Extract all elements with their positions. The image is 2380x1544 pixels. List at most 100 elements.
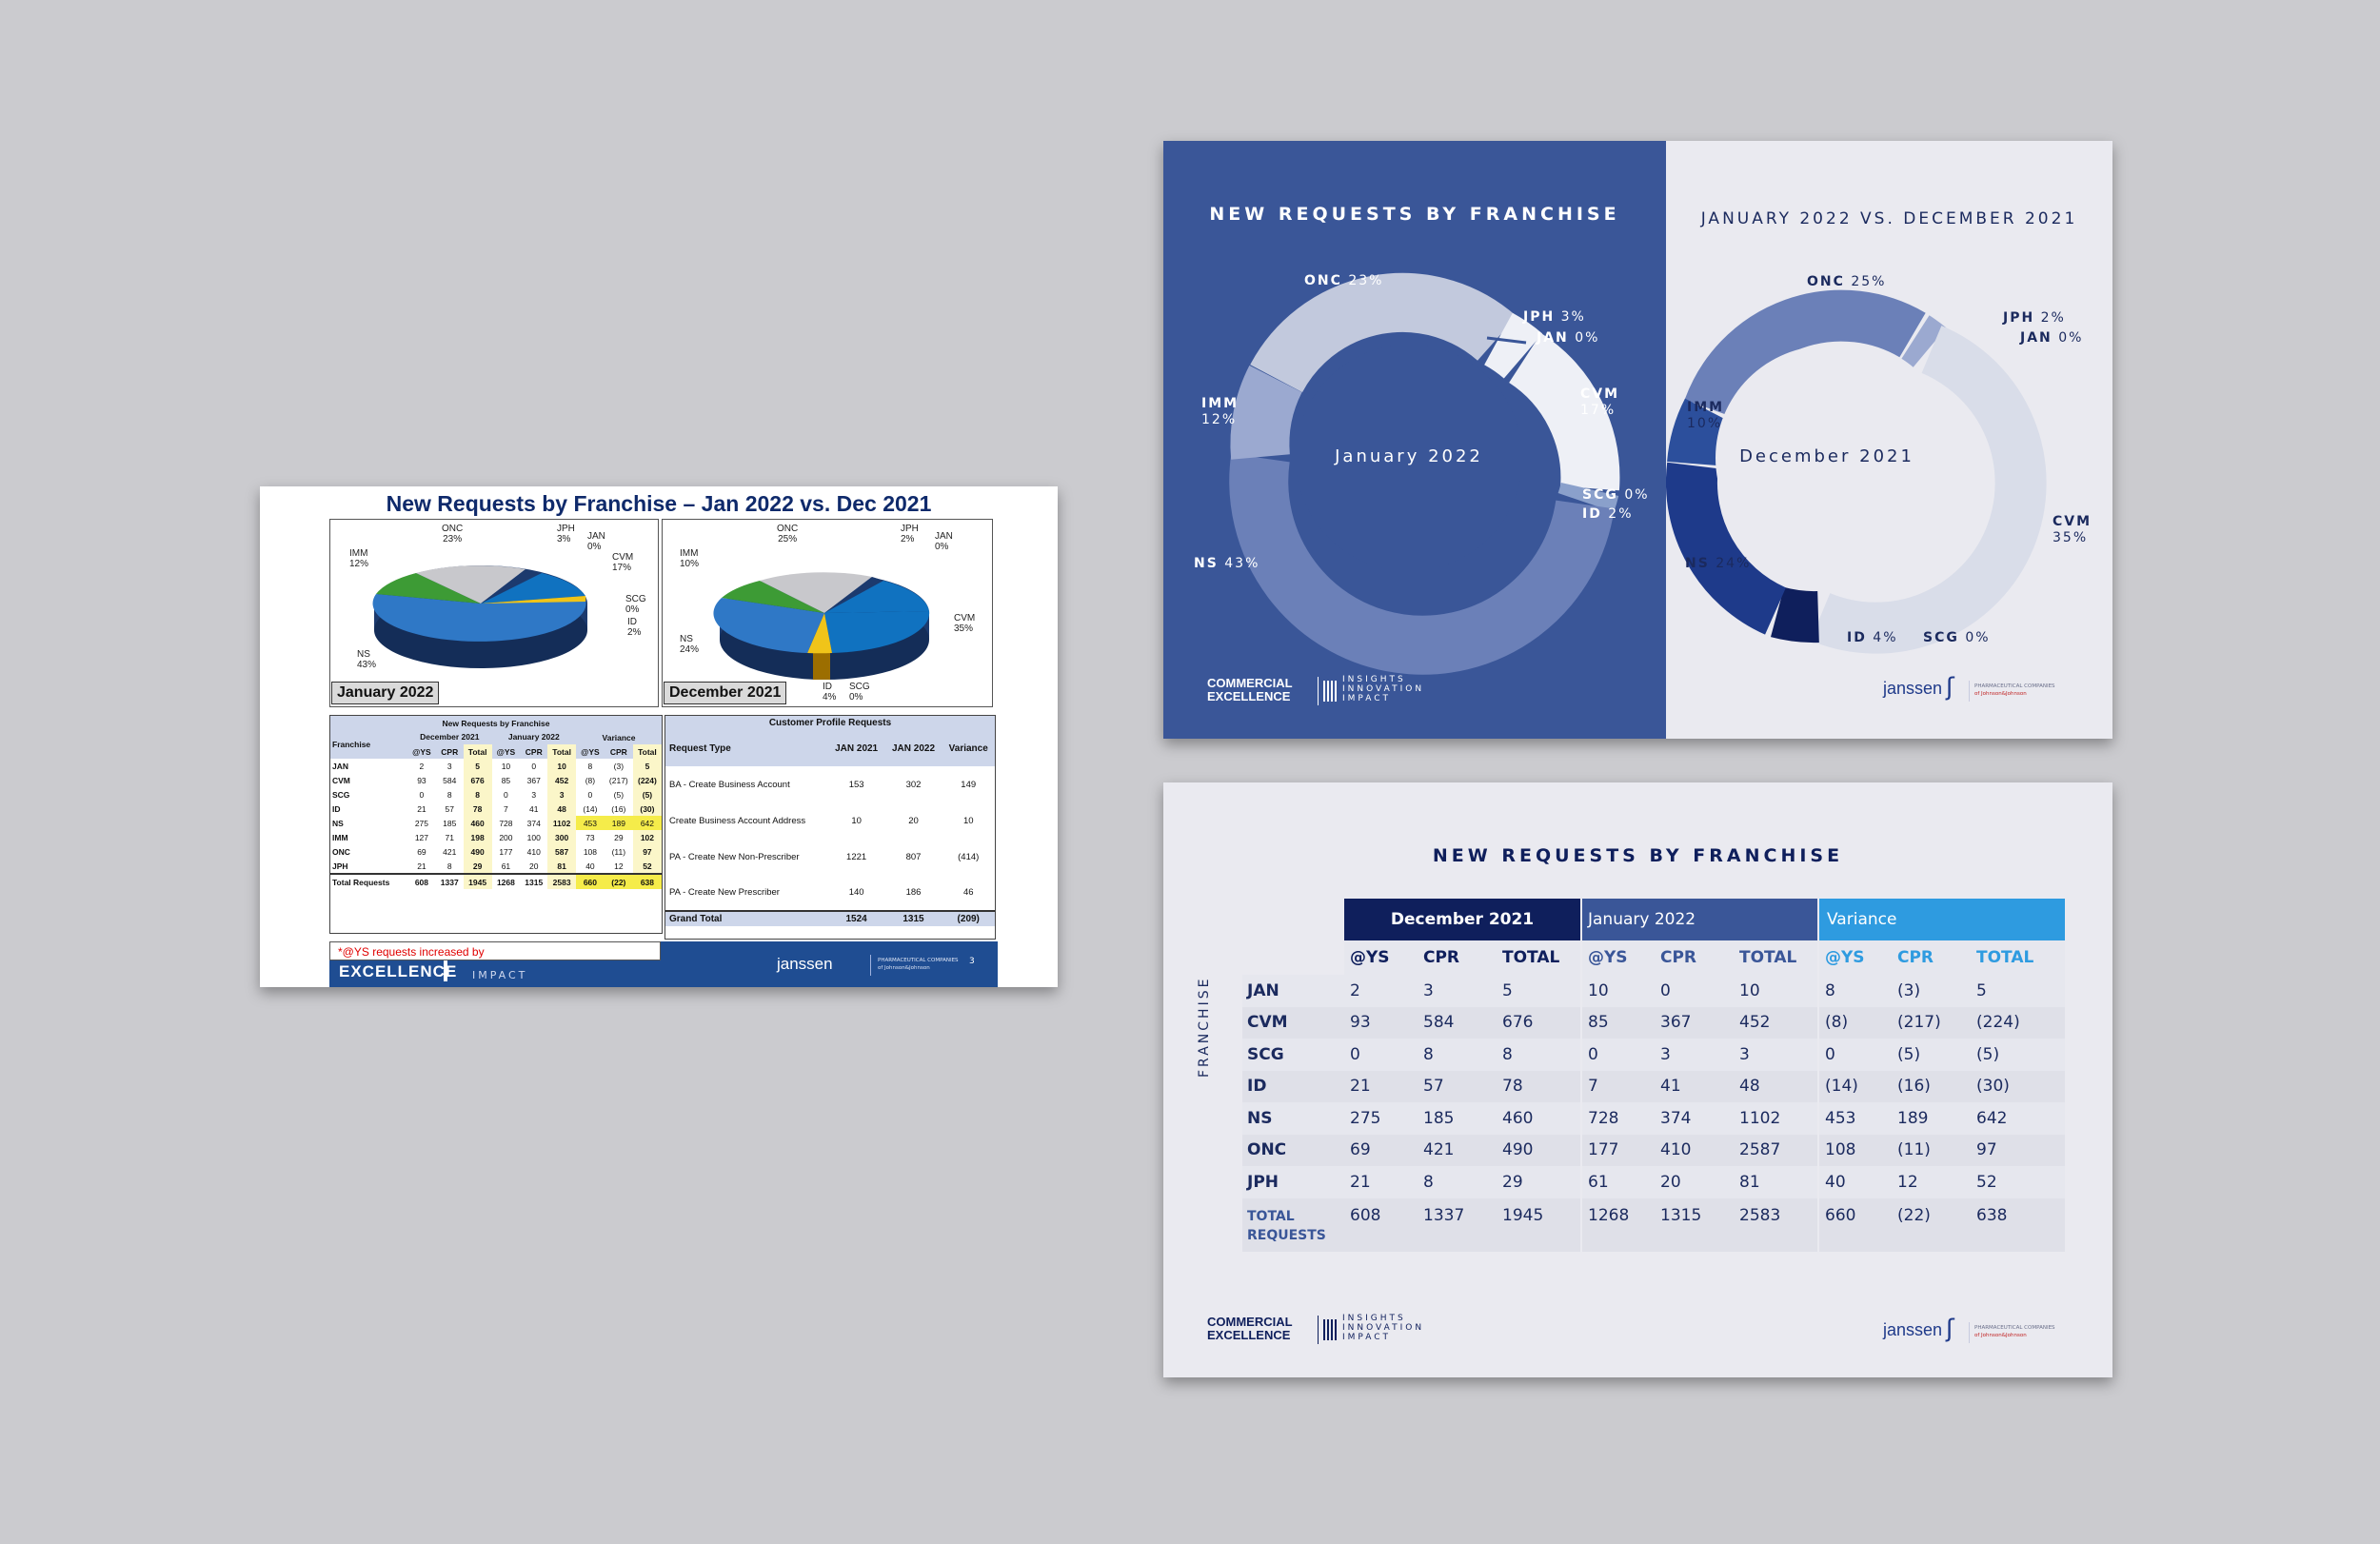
- table-cell: 8: [1502, 1039, 1581, 1071]
- table-cell: (30): [1976, 1070, 2065, 1102]
- donut-january: [1229, 272, 1620, 675]
- donut-dec-cvm: [1810, 326, 2047, 654]
- table-cell: 41: [1660, 1070, 1739, 1102]
- row-label: ID: [1247, 1077, 1267, 1097]
- table-cell: 10: [1580, 975, 1660, 1007]
- table1-cell: 8: [446, 789, 452, 800]
- janssen-logo-slide3: janssen ʃ PHARMACEUTICAL COMPANIES of Joh…: [1883, 1315, 2055, 1343]
- donut-dec-ns: [1666, 462, 1787, 635]
- pie-chart-january: [372, 565, 587, 668]
- table1-cell: 189: [604, 816, 633, 830]
- table-cell: 108: [1817, 1134, 1897, 1166]
- pie-chart-december: [713, 572, 930, 680]
- table-cell: (217): [1897, 1006, 1976, 1039]
- table1-row: ONC 69 421 490 177 410 587 108 (11) 97: [330, 844, 662, 859]
- table1-cell: 1102: [547, 816, 577, 830]
- table1-cell: 587: [547, 844, 577, 859]
- row-label: ONC: [1247, 1140, 1287, 1160]
- table2-row: PA - Create New Prescriber 140 186 46: [665, 875, 995, 911]
- table1-cell: 410: [526, 846, 541, 857]
- table-cell: 2: [1344, 975, 1423, 1007]
- table1-cell: 8: [446, 861, 452, 871]
- table1-cell: 29: [463, 859, 492, 874]
- table-row: JAN 2 3 5 10 0 10 8 (3) 5: [1242, 975, 2065, 1007]
- table1-cell: (5): [632, 787, 662, 802]
- table-cell: 48: [1739, 1070, 1818, 1102]
- total-requests-label: TOTAL REQUESTS: [1247, 1208, 1326, 1243]
- table1-cell: 584: [443, 775, 457, 785]
- table1-cell: 10: [501, 761, 511, 771]
- table1-cell: 29: [614, 832, 624, 842]
- table-cell: 12: [1897, 1166, 1976, 1198]
- table-cell: 608: [1344, 1198, 1423, 1252]
- table1-row: CVM 93 584 676 85 367 452 (8) (217) (224): [330, 773, 662, 787]
- table1-row-label: JPH: [332, 861, 348, 871]
- table1-subheader: @YS: [496, 746, 516, 757]
- table1-row-label: JAN: [332, 761, 349, 771]
- table1-cell: 367: [526, 775, 541, 785]
- table-row: NS 275 185 460 728 374 1102 453 189 642: [1242, 1102, 2065, 1135]
- table1-cell: 71: [445, 832, 454, 842]
- table2-cell: 1221: [846, 851, 867, 862]
- slide-legacy-report: New Requests by Franchise – Jan 2022 vs.…: [260, 486, 1058, 987]
- table-cell: 97: [1976, 1134, 2065, 1166]
- table1-cell: 57: [445, 803, 454, 814]
- table1-cell: 78: [463, 802, 492, 816]
- table2-cell: 10: [962, 815, 974, 826]
- table-cell: 185: [1423, 1102, 1502, 1135]
- table1-cell: 21: [417, 803, 426, 814]
- table1-cell: 490: [463, 844, 492, 859]
- pie-caption-january: January 2022: [331, 682, 440, 704]
- table1-cell: (8): [585, 775, 596, 785]
- donut-december: [1666, 289, 2047, 654]
- table-cell: 21: [1344, 1070, 1423, 1102]
- table2-cell: 20: [908, 815, 919, 826]
- table1-cell: 3: [446, 761, 452, 771]
- table1-cell: 0: [419, 789, 425, 800]
- table-cell: (16): [1897, 1070, 1976, 1102]
- table-cell: 275: [1344, 1102, 1423, 1135]
- page-number: 3: [969, 957, 975, 966]
- table-cell: 1102: [1739, 1102, 1818, 1135]
- row-label: JPH: [1247, 1172, 1279, 1192]
- table-cell: 21: [1344, 1166, 1423, 1198]
- table1-row-label: Total Requests: [332, 877, 390, 887]
- table1-cell: 421: [443, 846, 457, 857]
- table1-cell: (224): [632, 773, 662, 787]
- table1-row: JAN 2 3 5 10 0 10 8 (3) 5: [330, 759, 662, 773]
- table1-cell: (16): [611, 803, 626, 814]
- slide1-footer: EXCELLENCE IMPACT janssen PHARMACEUTICAL…: [329, 941, 998, 987]
- table1-cell: 8: [463, 787, 492, 802]
- table-row: ID 21 57 78 7 41 48 (14) (16) (30): [1242, 1070, 2065, 1102]
- table1-cell: 638: [632, 874, 662, 889]
- donut-jan-imm: [1230, 365, 1302, 460]
- table1-cell: (3): [613, 761, 625, 771]
- table-cell: 374: [1660, 1102, 1739, 1135]
- donut-dec-onc: [1684, 289, 1926, 418]
- table1-cell: 0: [587, 789, 593, 800]
- table-cell: 5: [1502, 975, 1581, 1007]
- table-cell: 421: [1423, 1134, 1502, 1166]
- table-cell: (3): [1897, 975, 1976, 1007]
- ce-logo-slide2: COMMERCIAL EXCELLENCE INSIGHTS INNOVATION I…: [1207, 675, 1425, 705]
- table1-cell: 3: [547, 787, 577, 802]
- table1-cell: 85: [501, 775, 511, 785]
- column-header: TOTAL: [1502, 940, 1581, 975]
- table-cell: 61: [1580, 1166, 1660, 1198]
- table2-cell: 302: [905, 779, 922, 790]
- donut-jan-onc: [1250, 272, 1517, 393]
- table1-subheader: @YS: [412, 746, 431, 757]
- table1-cell: 185: [443, 818, 457, 828]
- table-cell: 3: [1660, 1039, 1739, 1071]
- table-cell: 453: [1817, 1102, 1897, 1135]
- table-cell: 189: [1897, 1102, 1976, 1135]
- table1-cell: (22): [604, 874, 633, 889]
- table1-cell: 12: [614, 861, 624, 871]
- column-header: @YS: [1580, 940, 1660, 975]
- table1-cell: 20: [529, 861, 539, 871]
- table2-title: Customer Profile Requests: [768, 718, 892, 728]
- table1-cell: 21: [417, 861, 426, 871]
- table-cell: 1337: [1423, 1198, 1502, 1252]
- table-cell: (224): [1976, 1006, 2065, 1039]
- pie-box-january: IMM 12% ONC 23% JPH 3% JAN 0% CVM 17% SCG 0% I…: [329, 519, 659, 707]
